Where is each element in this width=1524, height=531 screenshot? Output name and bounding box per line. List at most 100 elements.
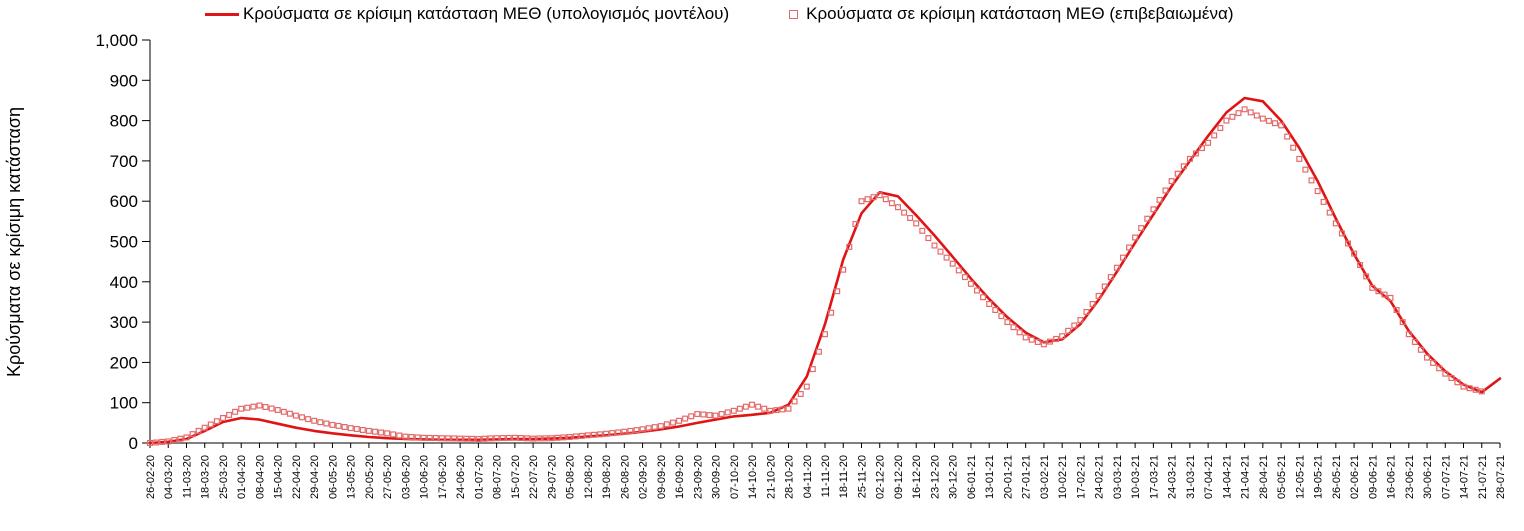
confirmed-marker xyxy=(919,227,926,234)
x-tick-label: 26-05-21 xyxy=(1331,455,1343,499)
confirmed-marker xyxy=(323,420,330,427)
confirmed-marker xyxy=(445,435,452,442)
y-tick-label: 100 xyxy=(110,394,138,413)
confirmed-marker xyxy=(980,294,987,301)
confirmed-marker xyxy=(517,435,524,442)
x-tick-label: 10-02-21 xyxy=(1057,455,1069,499)
confirmed-marker xyxy=(523,435,530,442)
x-tick-label: 30-12-20 xyxy=(948,455,960,499)
confirmed-marker xyxy=(420,434,427,441)
confirmed-marker xyxy=(1113,264,1120,271)
confirmed-marker xyxy=(700,411,707,418)
confirmed-marker xyxy=(511,434,518,441)
confirmed-marker xyxy=(992,307,999,314)
confirmed-marker xyxy=(1417,346,1424,353)
confirmed-marker xyxy=(1387,294,1394,301)
x-tick-label: 21-07-21 xyxy=(1477,455,1489,499)
confirmed-marker xyxy=(1363,273,1370,280)
confirmed-marker xyxy=(1211,132,1218,139)
x-tick-label: 03-03-21 xyxy=(1112,455,1124,499)
confirmed-marker xyxy=(809,366,816,373)
confirmed-marker xyxy=(748,401,755,408)
confirmed-marker xyxy=(268,405,275,412)
confirmed-marker xyxy=(621,428,628,435)
confirmed-marker xyxy=(1132,234,1139,241)
confirmed-marker xyxy=(1265,117,1272,124)
x-tick-label: 28-04-21 xyxy=(1258,455,1270,499)
confirmed-marker xyxy=(578,432,585,439)
confirmed-marker xyxy=(299,414,306,421)
confirmed-marker xyxy=(274,407,281,414)
confirmed-marker xyxy=(767,407,774,414)
x-tick-label: 28-10-20 xyxy=(784,455,796,499)
confirmed-marker xyxy=(1156,196,1163,203)
y-tick-label: 600 xyxy=(110,192,138,211)
confirmed-marker xyxy=(712,412,719,419)
confirmed-marker xyxy=(852,221,859,228)
confirmed-marker xyxy=(1399,319,1406,326)
confirmed-marker xyxy=(1344,240,1351,247)
confirmed-marker xyxy=(232,408,239,415)
confirmed-marker xyxy=(305,416,312,423)
x-tick-label: 31-03-21 xyxy=(1185,455,1197,499)
model-line-series xyxy=(148,96,1502,445)
confirmed-marker xyxy=(408,434,415,441)
confirmed-marker xyxy=(955,267,962,274)
confirmed-marker xyxy=(1053,335,1060,342)
confirmed-marker xyxy=(1223,117,1230,124)
confirmed-marker xyxy=(1405,331,1412,338)
y-tick-label: 0 xyxy=(129,434,138,453)
confirmed-marker xyxy=(773,407,780,414)
confirmed-marker xyxy=(244,404,251,411)
confirmed-marker xyxy=(761,405,768,412)
confirmed-marker xyxy=(730,407,737,414)
x-tick-label: 25-03-20 xyxy=(218,455,230,499)
confirmed-marker xyxy=(311,417,318,424)
confirmed-marker xyxy=(1059,333,1066,340)
confirmed-marker xyxy=(1430,359,1437,366)
confirmed-marker xyxy=(864,196,871,203)
confirmed-marker xyxy=(742,403,749,410)
x-tick-label: 14-07-21 xyxy=(1459,455,1471,499)
confirmed-marker xyxy=(220,415,227,422)
confirmed-marker xyxy=(560,434,567,441)
confirmed-marker xyxy=(1296,155,1303,162)
x-tick-label: 03-02-21 xyxy=(1039,455,1051,499)
confirmed-marker xyxy=(596,431,603,438)
confirmed-marker xyxy=(505,434,512,441)
confirmed-marker xyxy=(1320,198,1327,205)
confirmed-marker xyxy=(280,408,287,415)
confirmed-marker xyxy=(1302,166,1309,173)
confirmed-marker xyxy=(1351,250,1358,257)
x-tick-label: 09-12-20 xyxy=(893,455,905,499)
confirmed-marker xyxy=(627,427,634,434)
confirmed-marker xyxy=(1284,133,1291,140)
confirmed-marker xyxy=(870,194,877,201)
x-tick-label: 11-03-20 xyxy=(181,455,193,498)
x-tick-label: 08-07-20 xyxy=(492,455,504,499)
confirmed-marker xyxy=(858,198,865,205)
confirmed-marker xyxy=(286,410,293,417)
confirmed-marker xyxy=(1162,187,1169,194)
confirmed-marker xyxy=(1448,375,1455,382)
confirmed-marker xyxy=(189,431,196,438)
confirmed-marker xyxy=(1101,283,1108,290)
x-tick-label: 02-09-20 xyxy=(638,455,650,499)
x-tick-label: 30-06-21 xyxy=(1422,455,1434,499)
confirmed-marker xyxy=(755,403,762,410)
confirmed-marker xyxy=(292,412,299,419)
confirmed-marker xyxy=(913,220,920,227)
confirmed-marker xyxy=(147,440,154,447)
confirmed-marker xyxy=(815,348,822,355)
x-tick-label: 20-01-21 xyxy=(1002,455,1014,499)
x-tick-label: 07-04-21 xyxy=(1203,455,1215,499)
confirmed-marker xyxy=(925,235,932,242)
x-tick-label: 27-05-20 xyxy=(382,455,394,499)
x-tick-label: 29-07-20 xyxy=(546,455,558,499)
x-tick-label: 16-06-21 xyxy=(1386,455,1398,499)
confirmed-marker xyxy=(499,435,506,442)
confirmed-marker xyxy=(901,209,908,216)
confirmed-marker xyxy=(372,428,379,435)
confirmed-marker xyxy=(937,248,944,255)
confirmed-marker xyxy=(493,435,500,442)
